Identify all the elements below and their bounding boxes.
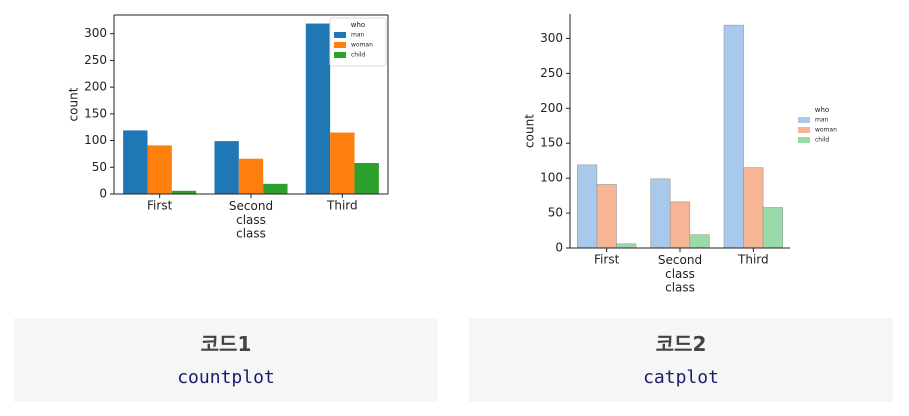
bar: [147, 145, 172, 194]
bar: [723, 24, 744, 249]
y-tick-label: 300: [84, 26, 107, 40]
bar: [171, 190, 197, 194]
y-tick-label: 250: [84, 53, 107, 67]
y-tick-label: 150: [540, 136, 563, 150]
y-axis-label: count: [67, 87, 81, 121]
bar: [669, 201, 691, 249]
bar: [263, 183, 288, 194]
legend-swatch: [334, 42, 346, 48]
x-axis-label: class: [236, 227, 266, 241]
bar: [689, 234, 710, 249]
bar: [743, 167, 764, 249]
x-tick-label: First: [147, 199, 173, 213]
y-tick-label: 50: [548, 206, 563, 220]
bar: [214, 141, 239, 194]
bar: [650, 178, 671, 249]
bar: [616, 243, 637, 249]
legend-title: who: [815, 106, 829, 114]
legend-swatch: [334, 32, 346, 38]
legend-title: who: [351, 21, 365, 29]
y-tick-label: 300: [540, 31, 563, 45]
bar: [577, 164, 598, 249]
y-tick-label: 250: [540, 66, 563, 80]
bar: [238, 158, 264, 194]
y-tick-label: 100: [84, 133, 107, 147]
x-tick-label: Third: [326, 199, 358, 213]
bar: [123, 130, 148, 194]
x-axis-label: class: [665, 281, 695, 295]
caption-title: 코드1: [200, 332, 252, 356]
bar: [354, 163, 379, 194]
y-tick-label: 200: [84, 80, 107, 94]
legend-label: woman: [815, 127, 837, 134]
bar: [596, 184, 617, 249]
y-tick-label: 50: [92, 160, 107, 174]
legend-label: man: [815, 117, 829, 124]
caption-box: 코드1 countplot: [14, 318, 438, 402]
bar: [305, 23, 331, 194]
y-tick-label: 150: [84, 106, 107, 120]
x-tick-label: Third: [737, 253, 769, 267]
legend-label: woman: [351, 42, 373, 49]
y-tick-label: 100: [540, 171, 563, 185]
legend-swatch: [798, 117, 810, 123]
caption-box: 코드2 catplot: [469, 318, 893, 402]
x-tick-label: Second class: [229, 199, 273, 227]
caption-title: 코드2: [655, 332, 707, 356]
legend-swatch: [334, 52, 346, 58]
bar: [330, 132, 355, 194]
legend-label: man: [351, 32, 365, 39]
x-tick-label: First: [594, 253, 620, 267]
x-tick-label: Second class: [658, 253, 702, 281]
y-tick-label: 0: [99, 187, 107, 201]
legend-label: child: [351, 52, 365, 59]
y-tick-label: 200: [540, 101, 563, 115]
caption-code: countplot: [177, 367, 275, 388]
caption-code: catplot: [643, 367, 719, 388]
y-tick-label: 0: [555, 241, 563, 255]
legend-swatch: [798, 127, 810, 133]
y-axis-label: count: [523, 114, 537, 148]
bar: [762, 207, 783, 249]
legend-swatch: [798, 137, 810, 143]
charts: 0 50 100 150 200 250 300 First Second class Third c…: [67, 14, 837, 295]
legend-label: child: [815, 137, 829, 144]
